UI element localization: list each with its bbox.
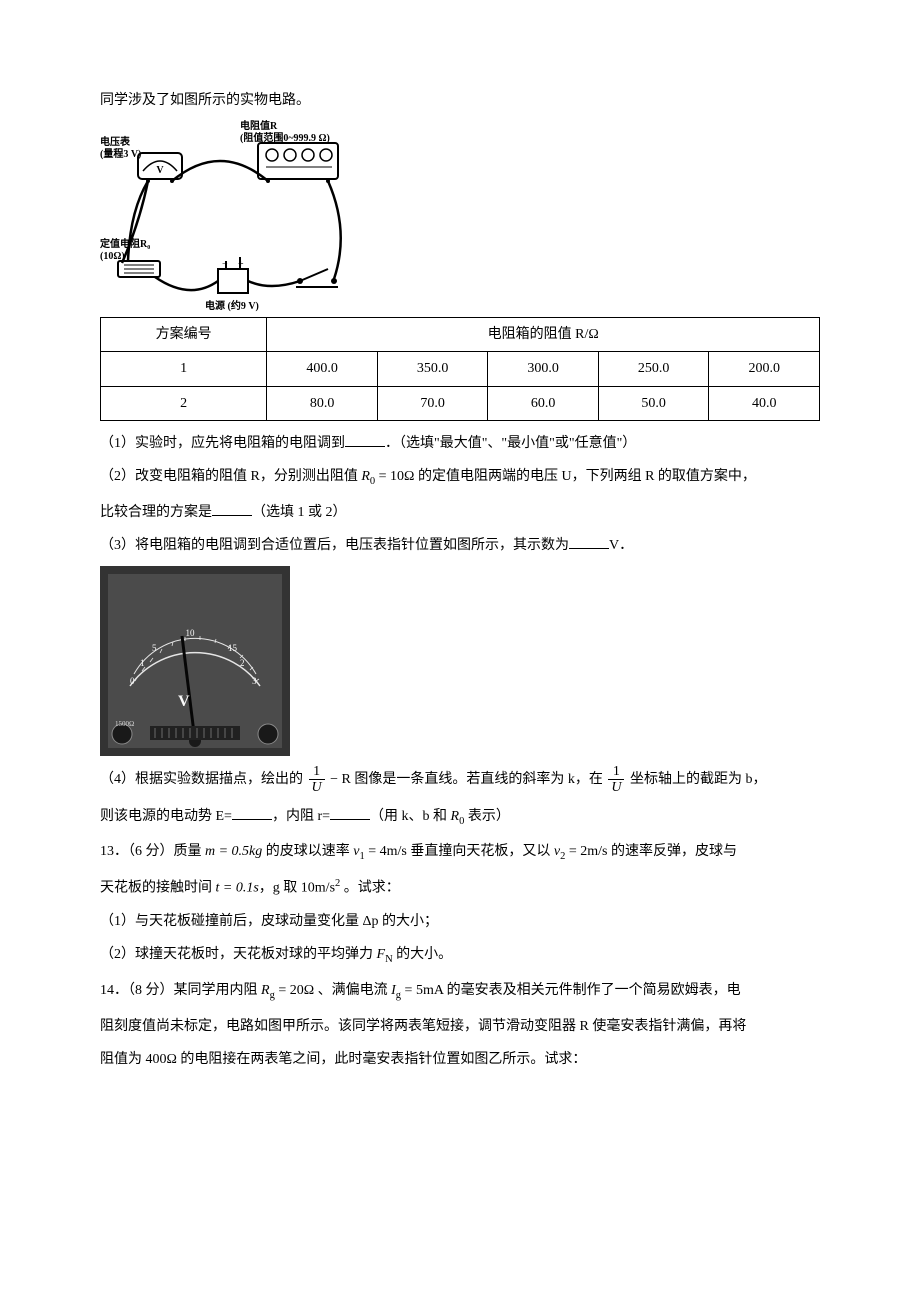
question-14-line2: 阻刻度值尚未标定，电路如图甲所示。该同学将两表笔短接，调节滑动变阻器 R 使毫安… (100, 1014, 820, 1039)
svg-text:10: 10 (186, 628, 196, 638)
svg-text:0: 0 (130, 676, 135, 686)
fixed-resistor-label: 定值电阻R₀(10Ω) (100, 239, 150, 263)
question-13-sub1: （1）与天花板碰撞前后，皮球动量变化量 Δp 的大小； (100, 909, 820, 934)
question-13-line1: 13．（6 分）质量 m = 0.5kg 的皮球以速率 v1 = 4m/s 垂直… (100, 839, 820, 867)
question-2-line1: （2）改变电阻箱的阻值 R，分别测出阻值 R0 = 10Ω 的定值电阻两端的电压… (100, 464, 820, 492)
question-1: （1）实验时，应先将电阻箱的电阻调到．（选填"最大值"、"最小值"或"任意值"） (100, 431, 820, 456)
question-14-line3: 阻值为 400Ω 的电阻接在两表笔之间，此时毫安表指针位置如图乙所示。试求： (100, 1047, 820, 1072)
question-14-line1: 14．（8 分）某同学用内阻 Rg = 20Ω 、满偏电流 Ig = 5mA 的… (100, 978, 820, 1006)
question-4-line1: （4）根据实验数据描点，绘出的 1U − R 图像是一条直线。若直线的斜率为 k… (100, 764, 820, 796)
blank (330, 805, 370, 820)
resistance-table: 方案编号 电阻箱的阻值 R/Ω 1 400.0 350.0 300.0 250.… (100, 317, 820, 421)
svg-text:5: 5 (152, 643, 157, 653)
blank (569, 534, 609, 549)
voltmeter-label: 电压表(量程3 V) (100, 137, 141, 161)
voltmeter-figure: 0 5 10 15 3 1 2 V 1500Ω (100, 566, 290, 756)
svg-text:1500Ω: 1500Ω (115, 720, 134, 728)
question-13-sub2: （2）球撞天花板时，天花板对球的平均弹力 FN 的大小。 (100, 942, 820, 970)
question-4-line2: 则该电源的电动势 E=，内阻 r=（用 k、b 和 R0 表示） (100, 804, 820, 832)
svg-text:−: − (222, 259, 228, 270)
svg-text:+: + (238, 259, 244, 270)
blank (232, 805, 272, 820)
blank (212, 501, 252, 516)
fraction: 1U (309, 764, 325, 796)
fraction: 1U (608, 764, 624, 796)
resistor-box-label: 电阻值R(阻值范围0~999.9 Ω) (240, 121, 330, 145)
table-row: 2 80.0 70.0 60.0 50.0 40.0 (101, 386, 820, 420)
question-3: （3）将电阻箱的电阻调到合适位置后，电压表指针位置如图所示，其示数为V． (100, 533, 820, 558)
table-header-span: 电阻箱的阻值 R/Ω (267, 318, 820, 352)
svg-text:1: 1 (140, 658, 145, 668)
question-13-line2: 天花板的接触时间 t = 0.1s，g 取 10m/s2 。试求： (100, 875, 820, 901)
svg-text:V: V (156, 165, 164, 176)
circuit-figure: 电压表(量程3 V) 电阻值R(阻值范围0~999.9 Ω) 定值电阻R₀(10… (100, 121, 360, 311)
voltmeter-v-label: V (178, 693, 190, 710)
svg-text:15: 15 (228, 643, 238, 653)
question-2-line2: 比较合理的方案是（选填 1 或 2） (100, 500, 820, 525)
table-row: 1 400.0 350.0 300.0 250.0 200.0 (101, 352, 820, 386)
blank (345, 432, 385, 447)
intro-text: 同学涉及了如图所示的实物电路。 (100, 88, 820, 113)
table-header-col1: 方案编号 (101, 318, 267, 352)
battery-label: 电源 (约9 V) (205, 301, 259, 313)
svg-text:2: 2 (240, 658, 245, 668)
